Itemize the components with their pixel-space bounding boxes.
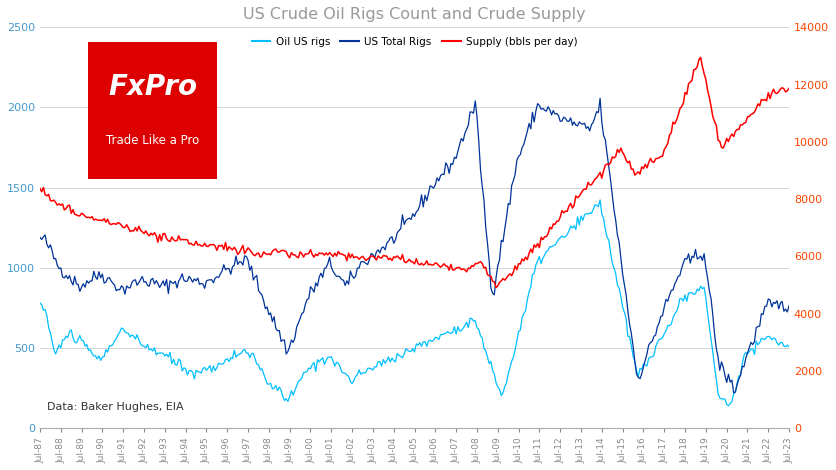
Line: Oil US rigs: Oil US rigs [40, 200, 789, 406]
Title: US Crude Oil Rigs Count and Crude Supply: US Crude Oil Rigs Count and Crude Supply [243, 7, 586, 22]
Line: Supply (bbls per day): Supply (bbls per day) [40, 57, 789, 288]
Line: US Total Rigs: US Total Rigs [40, 98, 789, 393]
Text: Trade Like a Pro: Trade Like a Pro [106, 134, 199, 147]
Text: FxPro: FxPro [108, 73, 197, 101]
Legend: Oil US rigs, US Total Rigs, Supply (bbls per day): Oil US rigs, US Total Rigs, Supply (bbls… [247, 32, 582, 51]
Text: Data: Baker Hughes, EIA: Data: Baker Hughes, EIA [48, 402, 184, 412]
